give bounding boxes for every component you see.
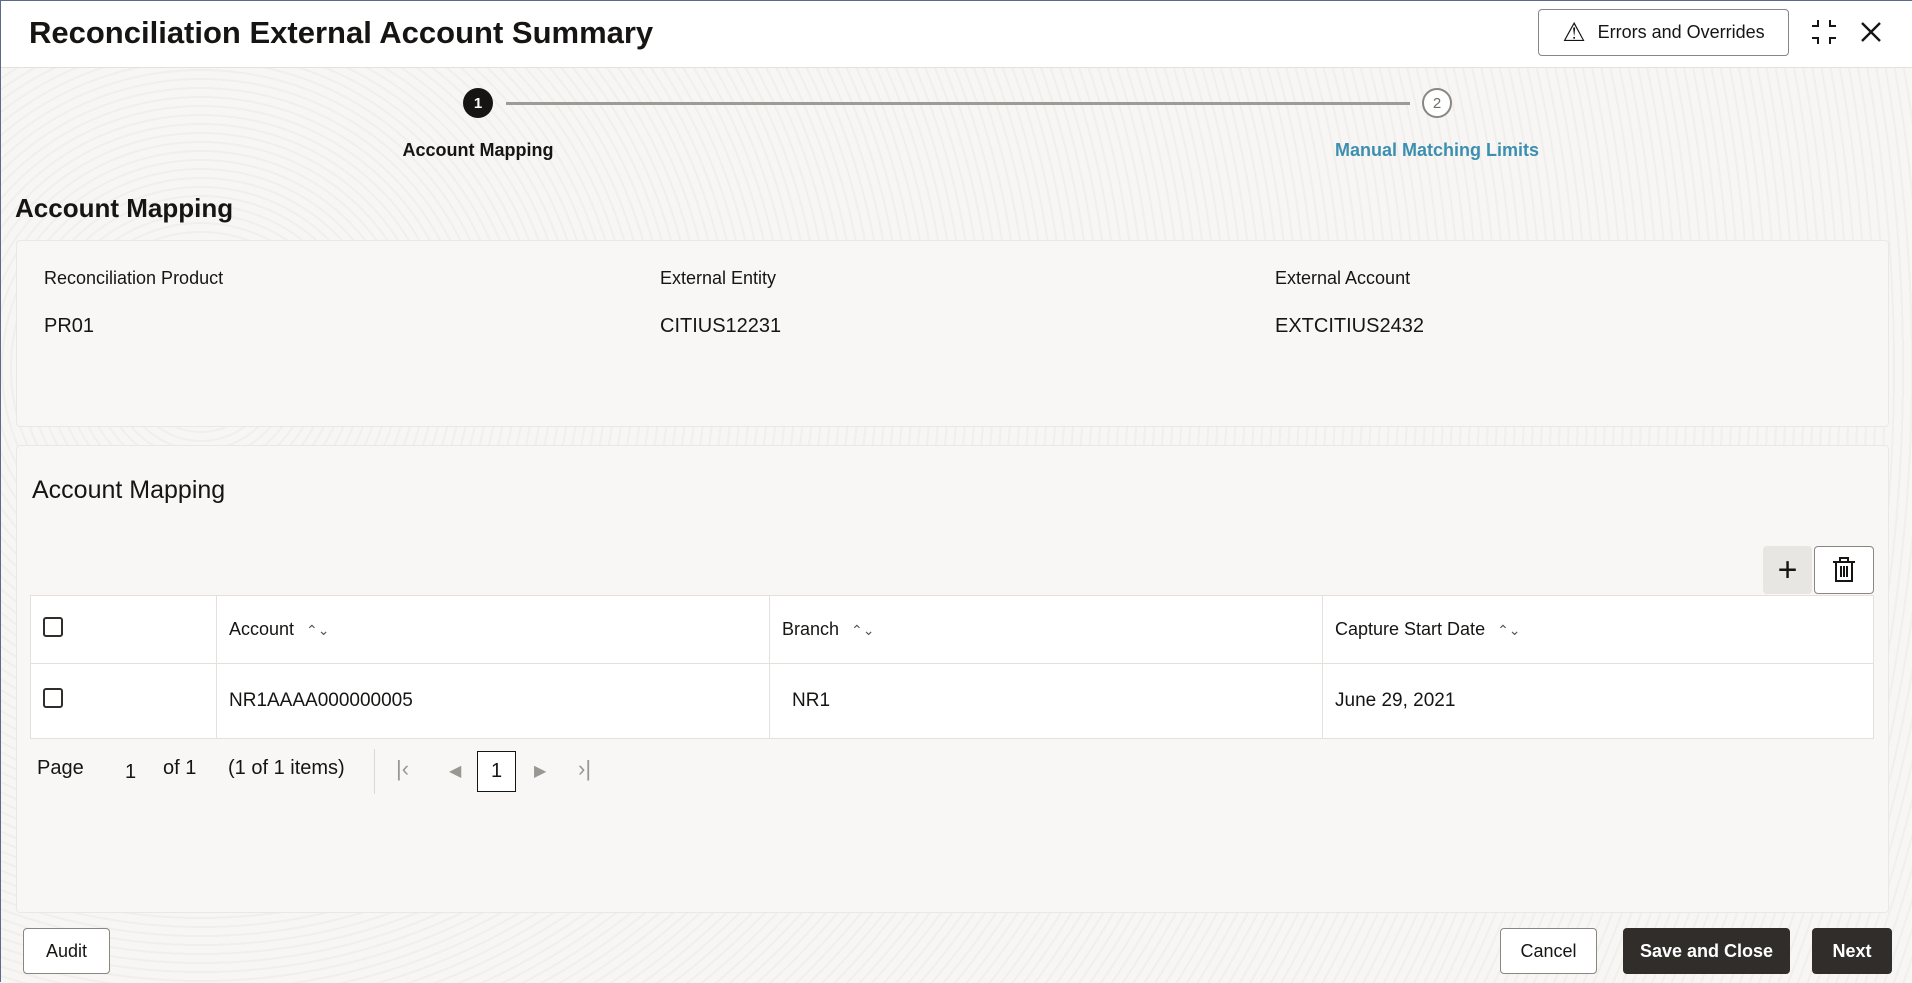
trash-icon bbox=[1833, 557, 1855, 582]
column-header-branch[interactable]: Branch ⌃⌄ bbox=[769, 595, 1323, 664]
page-title: Reconciliation External Account Summary bbox=[29, 15, 654, 50]
account-mapping-table: Account ⌃⌄ Branch ⌃⌄ Capture Start Date ⌃⌄ … bbox=[30, 595, 1874, 739]
table-row[interactable]: NR1AAAA000000005 NR1 June 29, 2021 bbox=[30, 663, 1874, 739]
column-header-account[interactable]: Account ⌃⌄ bbox=[216, 595, 770, 664]
external-account-label: External Account bbox=[1275, 268, 1411, 288]
previous-page-icon[interactable]: ◀ bbox=[449, 763, 462, 780]
column-label: Account bbox=[229, 619, 295, 639]
page-number-input[interactable]: 1 bbox=[125, 761, 137, 783]
plus-icon: + bbox=[1777, 550, 1798, 589]
cancel-button[interactable]: Cancel bbox=[1500, 928, 1597, 974]
reconciliation-product-value: PR01 bbox=[44, 315, 95, 337]
branch-cell: NR1 bbox=[769, 663, 1323, 739]
capture-start-date-cell: June 29, 2021 bbox=[1322, 663, 1874, 739]
section-heading: Account Mapping bbox=[15, 193, 234, 223]
table-header-row: Account ⌃⌄ Branch ⌃⌄ Capture Start Date ⌃⌄ bbox=[30, 595, 1874, 664]
title-bar: Reconciliation External Account Summary … bbox=[1, 1, 1912, 68]
errors-and-overrides-button[interactable]: ⚠ Errors and Overrides bbox=[1538, 9, 1789, 56]
errors-button-label: Errors and Overrides bbox=[1597, 22, 1765, 42]
step-1-label[interactable]: Account Mapping bbox=[402, 140, 554, 160]
pagination-divider bbox=[374, 749, 375, 794]
add-row-button[interactable]: + bbox=[1763, 546, 1812, 594]
page-label: Page bbox=[37, 757, 84, 779]
column-label: Branch bbox=[782, 619, 840, 639]
items-count: (1 of 1 items) bbox=[228, 757, 345, 779]
stepper-line bbox=[506, 102, 1410, 105]
reconciliation-product-label: Reconciliation Product bbox=[44, 268, 224, 288]
next-button[interactable]: Next bbox=[1812, 928, 1892, 974]
external-entity-value: CITIUS12231 bbox=[660, 315, 782, 337]
summary-panel: Reconciliation Product PR01 External Ent… bbox=[16, 240, 1889, 427]
close-icon[interactable] bbox=[1856, 17, 1886, 47]
minimize-icon[interactable] bbox=[1809, 17, 1839, 47]
sort-icon[interactable]: ⌃⌄ bbox=[1497, 622, 1521, 638]
account-cell: NR1AAAA000000005 bbox=[216, 663, 770, 739]
step-2-label[interactable]: Manual Matching Limits bbox=[1334, 140, 1539, 160]
row-checkbox[interactable] bbox=[43, 688, 63, 708]
sort-icon[interactable]: ⌃⌄ bbox=[851, 622, 875, 638]
grid-title: Account Mapping bbox=[32, 476, 226, 504]
column-label: Capture Start Date bbox=[1335, 619, 1486, 639]
delete-row-button[interactable] bbox=[1814, 546, 1874, 594]
current-page-button[interactable]: 1 bbox=[477, 751, 516, 792]
save-and-close-button[interactable]: Save and Close bbox=[1623, 928, 1790, 974]
page-total: of 1 bbox=[163, 757, 197, 779]
next-page-icon[interactable]: ▶ bbox=[534, 763, 547, 780]
column-header-capture-start-date[interactable]: Capture Start Date ⌃⌄ bbox=[1322, 595, 1874, 664]
first-page-icon[interactable]: |‹ bbox=[396, 756, 410, 781]
select-all-checkbox[interactable] bbox=[43, 617, 63, 637]
external-account-value: EXTCITIUS2432 bbox=[1275, 315, 1424, 337]
sort-icon[interactable]: ⌃⌄ bbox=[306, 622, 330, 638]
audit-button[interactable]: Audit bbox=[23, 928, 110, 974]
warning-icon: ⚠ bbox=[1562, 17, 1586, 47]
step-2-indicator[interactable]: 2 bbox=[1422, 88, 1452, 118]
step-1-indicator[interactable]: 1 bbox=[463, 88, 493, 118]
last-page-icon[interactable]: ›| bbox=[578, 756, 592, 781]
external-entity-label: External Entity bbox=[660, 268, 777, 288]
